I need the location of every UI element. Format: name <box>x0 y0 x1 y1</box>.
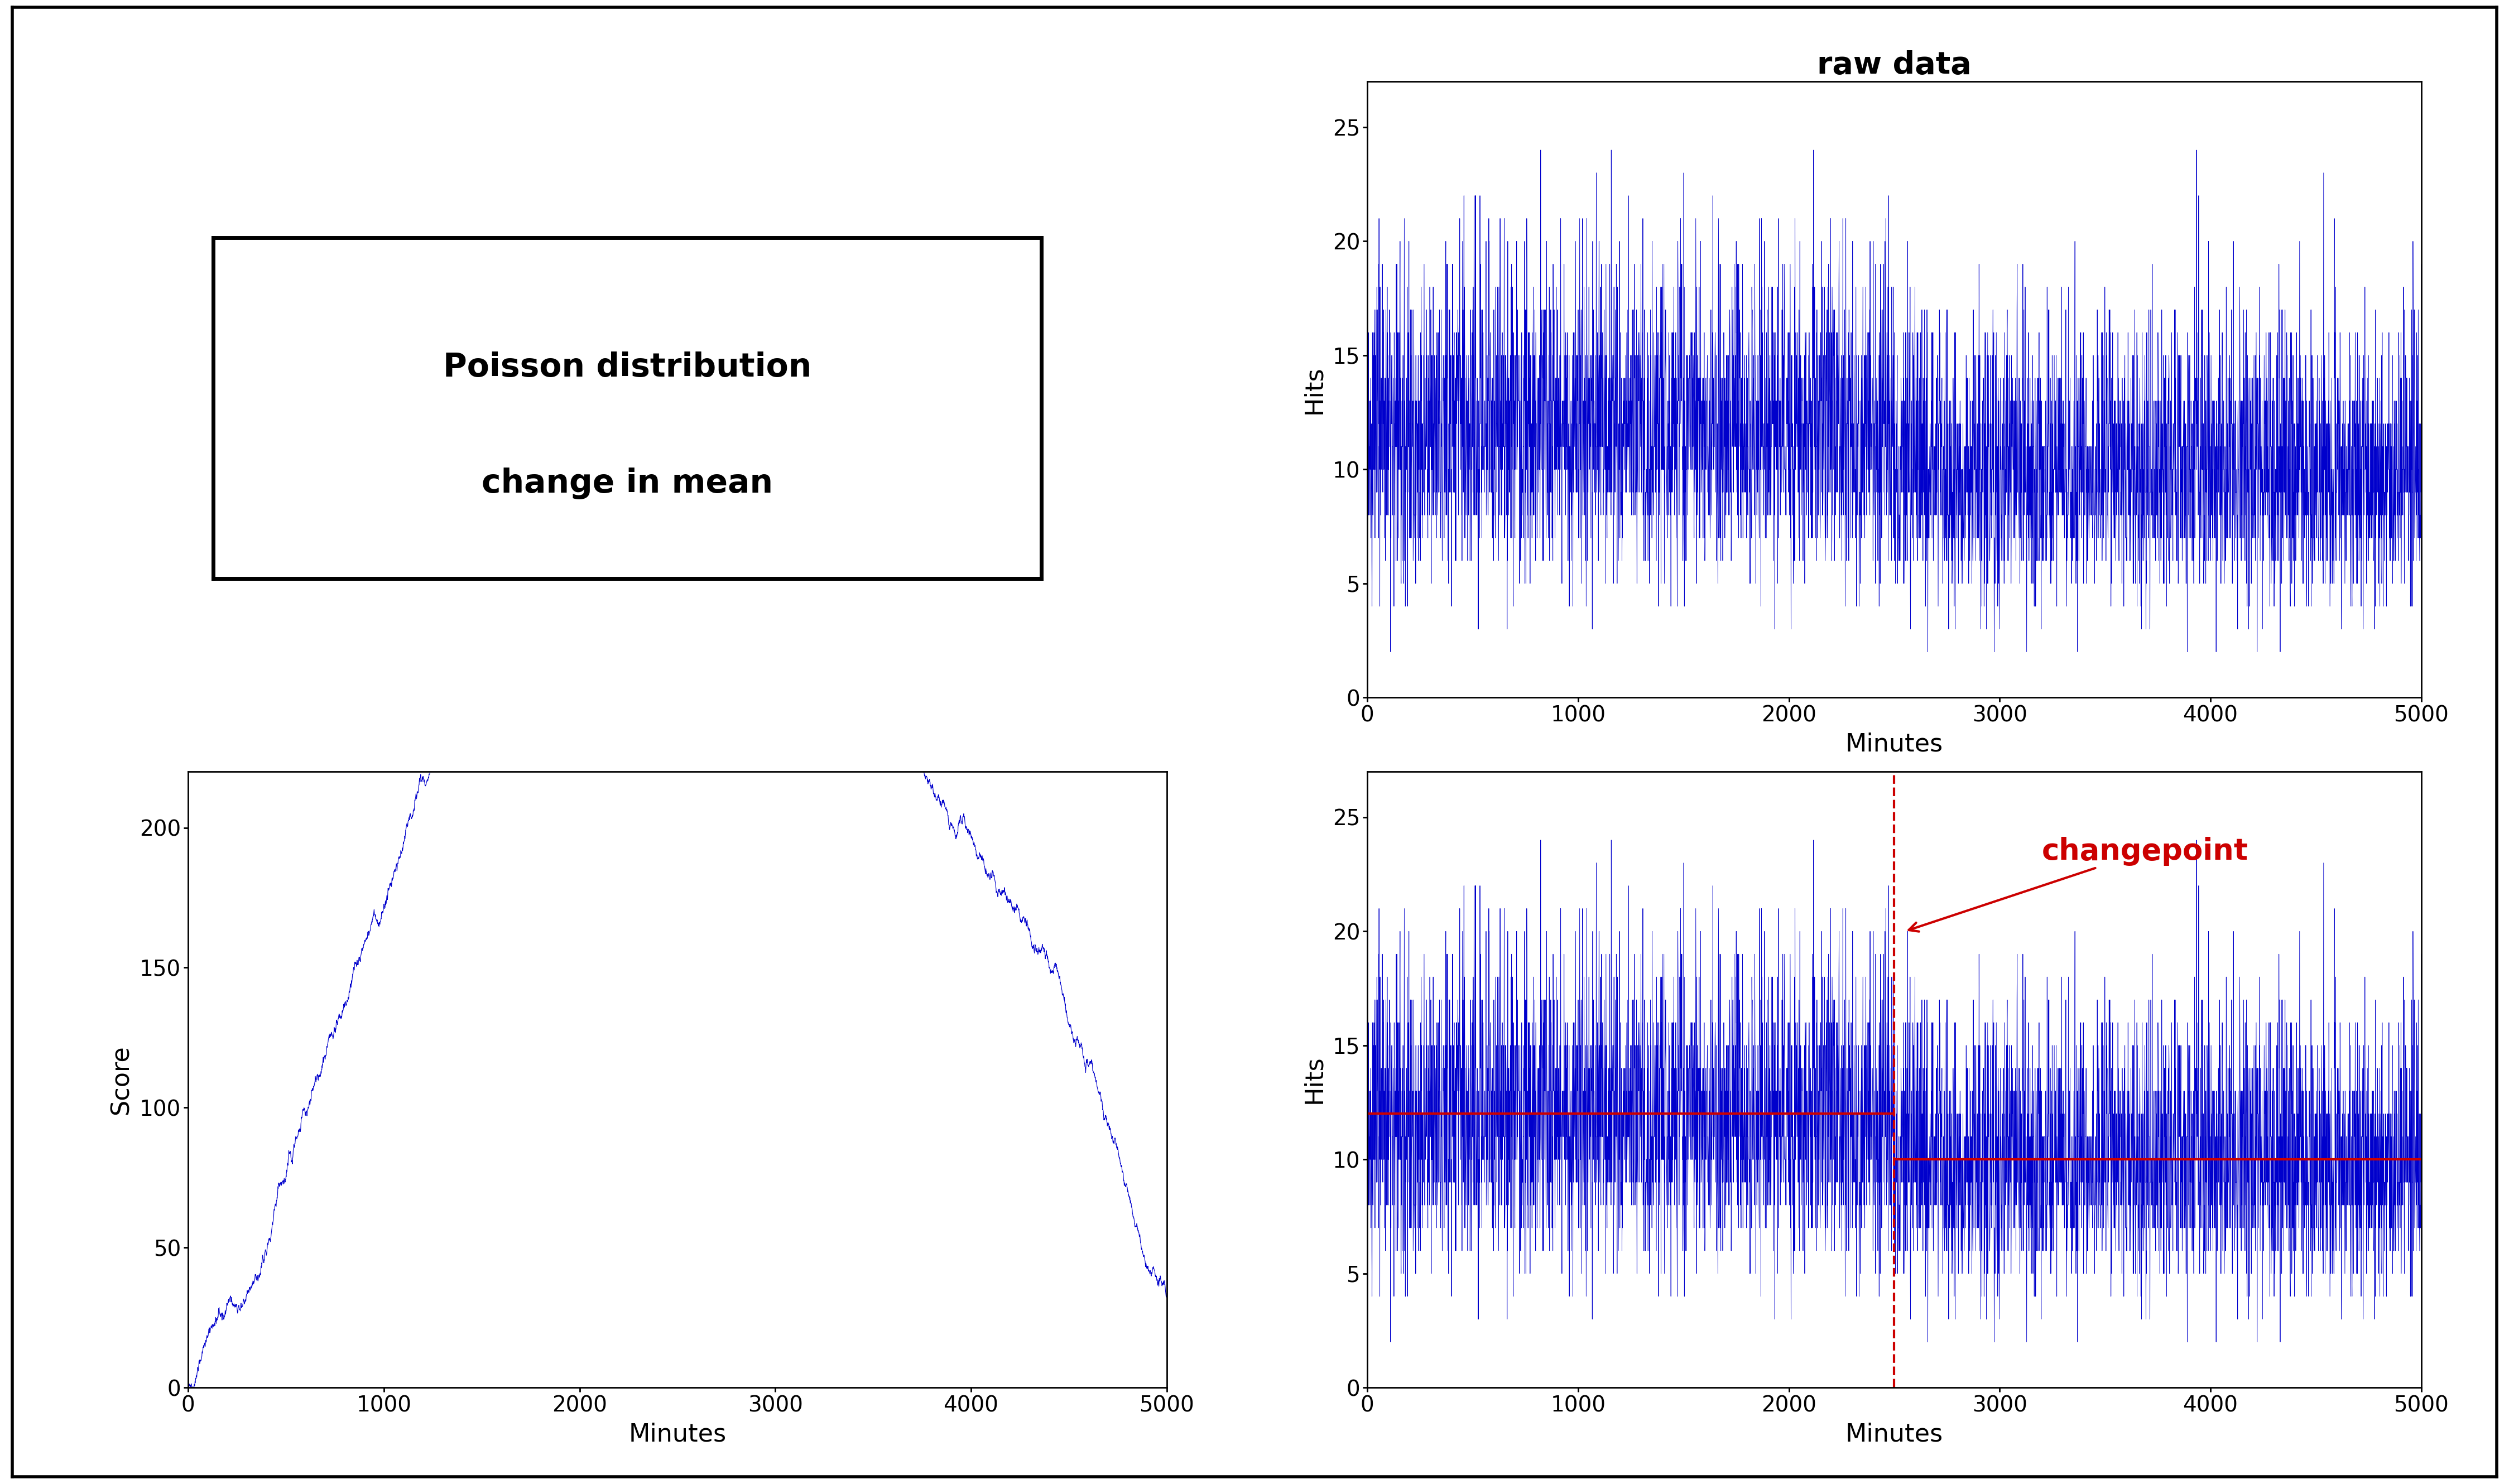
X-axis label: Minutes: Minutes <box>630 1422 725 1447</box>
Y-axis label: Hits: Hits <box>1302 1055 1327 1104</box>
X-axis label: Minutes: Minutes <box>1847 732 1942 757</box>
Title: raw data: raw data <box>1817 50 1972 80</box>
Text: change in mean: change in mean <box>482 467 773 499</box>
Y-axis label: Hits: Hits <box>1302 365 1327 414</box>
Y-axis label: Score: Score <box>108 1045 133 1114</box>
X-axis label: Minutes: Minutes <box>1847 1422 1942 1447</box>
Text: changepoint: changepoint <box>1909 837 2248 932</box>
Text: Poisson distribution: Poisson distribution <box>444 352 810 383</box>
